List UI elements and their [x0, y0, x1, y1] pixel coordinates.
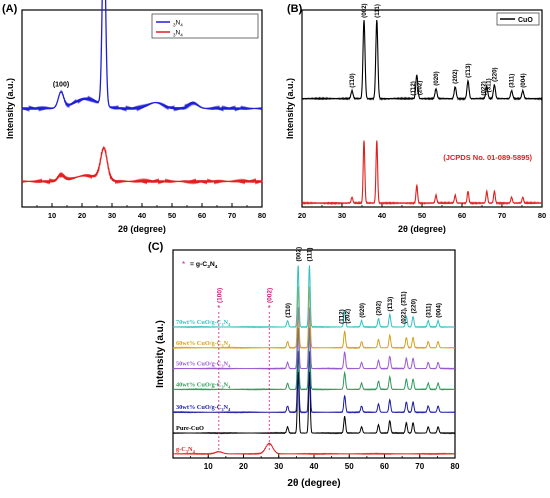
legend-box	[151, 13, 259, 39]
peak-label: (004)	[520, 73, 527, 87]
x-axis-label: 2θ (degree)	[118, 224, 166, 234]
x-tick-label: 80	[451, 462, 460, 471]
x-tick-label: 30	[108, 211, 116, 220]
y-axis-label: Intensity (a.u.)	[285, 78, 295, 139]
series-label: Pure-CuO	[176, 425, 204, 432]
series-line-4	[172, 307, 456, 370]
series-line-2	[172, 350, 456, 414]
star-legend-icon: *	[182, 260, 185, 269]
peak-label: (1̄10)	[349, 73, 356, 87]
series-label: 50wt% CuO/g-C3N4	[176, 361, 231, 369]
plot-frame	[172, 249, 456, 459]
series-line-exfoliated	[21, 146, 263, 185]
series-line-6	[172, 265, 456, 329]
series-line-1	[172, 371, 456, 435]
legend-label: 3N4	[173, 30, 183, 38]
peak-label: (2̄02)	[417, 81, 424, 95]
peak-label: (1̄12)	[410, 81, 417, 95]
x-axis-label: 2θ (degree)	[287, 478, 340, 489]
x-tick-label: 20	[298, 211, 306, 220]
series-line-cuo	[301, 19, 543, 101]
y-axis-label: Intensity (a.u.)	[155, 320, 166, 388]
peak-label: (020)	[359, 303, 366, 318]
plot-frame	[301, 9, 543, 208]
series-label: g-C3N4	[176, 446, 196, 454]
series-line-5	[172, 286, 456, 350]
x-tick-label: 60	[380, 462, 389, 471]
peak-label: (220)	[491, 67, 498, 81]
x-tick-label: 50	[345, 462, 354, 471]
marker-legend-label: = g-C3N4	[190, 261, 218, 270]
peak-label: (022), (3̄11)	[400, 291, 408, 324]
peak-label: (202)	[376, 301, 383, 316]
x-tick-label: 20	[78, 211, 86, 220]
series-label: 60wt% CuO/g-C3N4	[176, 340, 231, 348]
series-label: 30wt% CuO/g-C3N4	[176, 404, 231, 412]
peak-label: (1̄12)	[338, 309, 346, 324]
peak-label: (111)	[374, 4, 381, 18]
x-axis-label: 2θ (degree)	[398, 224, 446, 234]
peak-label: (1̄10)	[284, 303, 292, 318]
legend-label: CuO	[518, 17, 533, 24]
x-tick-label: 80	[538, 211, 546, 220]
x-tick-label: 50	[418, 211, 426, 220]
series-line-bulk	[21, 0, 263, 113]
series-line-3	[172, 327, 456, 391]
peak-label: (3̄11)	[485, 78, 492, 92]
series-line-0	[172, 442, 456, 456]
x-tick-label: 30	[274, 462, 283, 471]
reference-label: (JCPDS No. 01-089-5895)	[443, 153, 532, 162]
y-axis-label: Intensity (a.u.)	[5, 78, 15, 139]
panel-b: 20 30 40 50 60 70 80 2θ (degree) Intensity (a.u.…	[285, 3, 546, 234]
x-tick-label: 60	[458, 211, 466, 220]
x-tick-label: 10	[204, 462, 213, 471]
panel-a: 10 20 30 40 50 60 70 80 2θ (degree) Intensity (a.…	[2, 0, 266, 234]
legend-box	[496, 12, 540, 26]
x-tick-label: 70	[228, 211, 236, 220]
x-tick-label: 70	[415, 462, 424, 471]
peak-label: (2̄02)	[343, 309, 351, 324]
series-label: 40wt% CuO/g-C3N4	[176, 381, 231, 389]
panel-label: (C)	[148, 241, 164, 253]
x-tick-label: 50	[168, 211, 176, 220]
x-tick-label: 40	[138, 211, 146, 220]
peak-label: (020)	[433, 71, 440, 85]
x-tick-label: 20	[239, 462, 248, 471]
x-tick-label: 30	[338, 211, 346, 220]
series-label: 70wt% CuO/g-C3N4	[176, 319, 231, 327]
x-tick-label: 40	[378, 211, 386, 220]
peak-annotation: (100)	[53, 82, 69, 89]
series-line-jcpds	[301, 140, 543, 206]
peak-label: (004)	[435, 303, 442, 318]
peak-label: (311)	[425, 303, 432, 317]
peak-label: (1̄13)	[465, 63, 472, 77]
x-tick-label: 60	[198, 211, 206, 220]
x-tick-label: 80	[258, 211, 266, 220]
peak-label: (002)	[295, 247, 302, 262]
peak-label: (311)	[509, 74, 516, 88]
x-tick-label: 10	[48, 211, 56, 220]
peak-label: (002)	[361, 3, 368, 17]
panel-label: (A)	[2, 3, 18, 15]
star-marker: *	[268, 304, 271, 313]
x-tick-label: 40	[310, 462, 319, 471]
peak-label: (022)	[481, 81, 488, 95]
peak-label: (220)	[410, 299, 417, 314]
peak-label: (202)	[452, 69, 459, 83]
panel-c: 10 20 30 40 50 60 70 80 2θ (degree) Intensity (a.…	[148, 241, 460, 489]
peak-label: (111)	[307, 248, 314, 262]
peak-label: (1̄13)	[386, 297, 394, 312]
legend-label: 3N4	[173, 20, 183, 28]
x-tick-label: 70	[498, 211, 506, 220]
marker-label: (100)	[216, 288, 223, 303]
panel-label: (B)	[287, 3, 303, 15]
marker-label: (002)	[267, 288, 274, 303]
star-marker: *	[217, 304, 220, 313]
